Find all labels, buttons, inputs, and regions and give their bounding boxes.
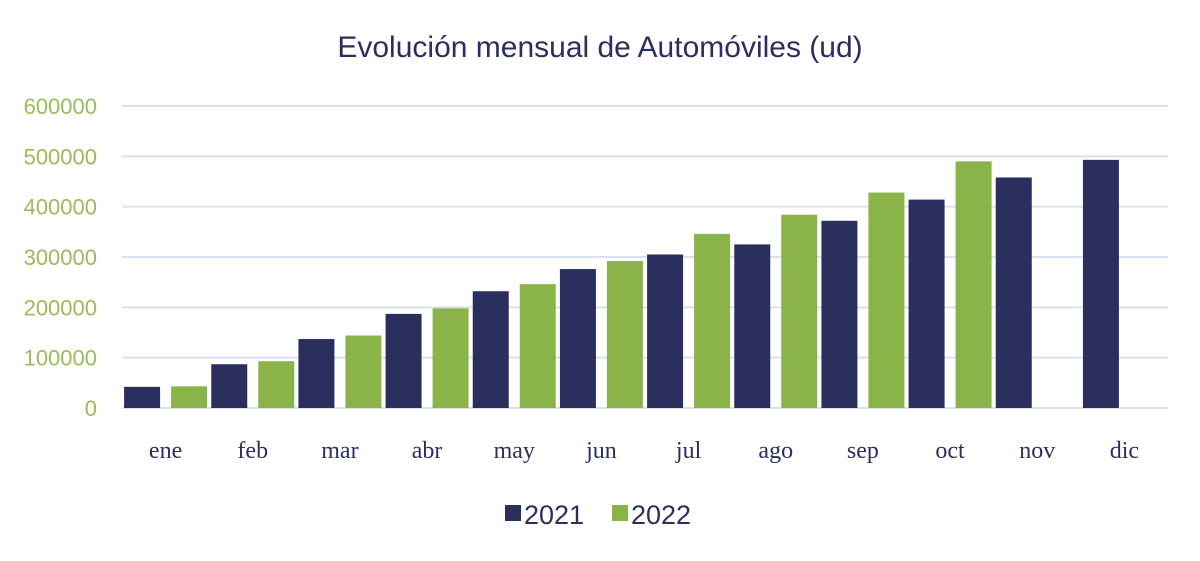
y-tick-label: 100000	[24, 346, 97, 371]
bars	[124, 159, 1119, 408]
x-tick-label: mar	[321, 438, 358, 464]
legend-label-2022: 2022	[631, 500, 691, 530]
x-tick-label: oct	[935, 438, 965, 464]
bar-2021-may	[472, 291, 509, 408]
y-axis-ticks: 0 100000 200000 300000 400000 500000 600000	[24, 94, 97, 421]
x-tick-label: ago	[758, 438, 793, 464]
x-axis-ticks: ene feb mar abr may jun jul ago sep oct nov dic	[149, 438, 1139, 464]
x-tick-label: jul	[675, 438, 702, 464]
bar-2021-feb	[211, 364, 248, 408]
bar-2022-feb	[258, 361, 295, 408]
y-tick-label: 200000	[24, 295, 97, 320]
bar-2021-abr	[385, 313, 422, 408]
bar-2022-jul	[694, 233, 731, 408]
bar-2022-sep	[868, 192, 905, 408]
x-tick-label: may	[494, 438, 535, 464]
bar-2022-mar	[345, 335, 382, 408]
legend-swatch-2021	[505, 505, 521, 521]
x-tick-label: jun	[585, 438, 617, 464]
y-tick-label: 600000	[24, 94, 97, 119]
bar-2021-ago	[734, 244, 771, 408]
legend-label-2021: 2021	[524, 500, 584, 530]
bar-2021-sep	[821, 220, 858, 408]
bar-2022-jun	[606, 261, 643, 408]
legend-swatch-2022	[612, 505, 628, 521]
bar-2021-oct	[908, 199, 945, 408]
bar-2021-jun	[559, 269, 596, 408]
x-tick-label: dic	[1110, 438, 1139, 464]
x-tick-label: abr	[412, 438, 443, 464]
bar-2021-jul	[647, 254, 684, 408]
x-tick-label: ene	[149, 438, 182, 464]
legend: 2021 2022	[505, 500, 691, 530]
y-tick-label: 0	[85, 396, 97, 421]
bar-2022-oct	[955, 161, 992, 408]
bar-2021-mar	[298, 339, 335, 408]
y-tick-label: 300000	[24, 245, 97, 270]
bar-2021-dic	[1082, 159, 1119, 408]
chart-title: Evolución mensual de Automóviles (ud)	[337, 31, 862, 64]
bar-2022-ene	[171, 386, 208, 408]
bar-2022-ago	[781, 214, 818, 408]
grid	[122, 105, 1168, 409]
bar-2021-ene	[124, 386, 161, 408]
y-tick-label: 400000	[24, 195, 97, 220]
x-tick-label: feb	[237, 438, 268, 464]
bar-2022-may	[519, 284, 556, 408]
x-tick-label: nov	[1019, 438, 1055, 464]
x-tick-label: sep	[847, 438, 879, 464]
bar-2022-abr	[432, 308, 469, 408]
y-tick-label: 500000	[24, 144, 97, 169]
bar-2021-nov	[995, 177, 1032, 408]
